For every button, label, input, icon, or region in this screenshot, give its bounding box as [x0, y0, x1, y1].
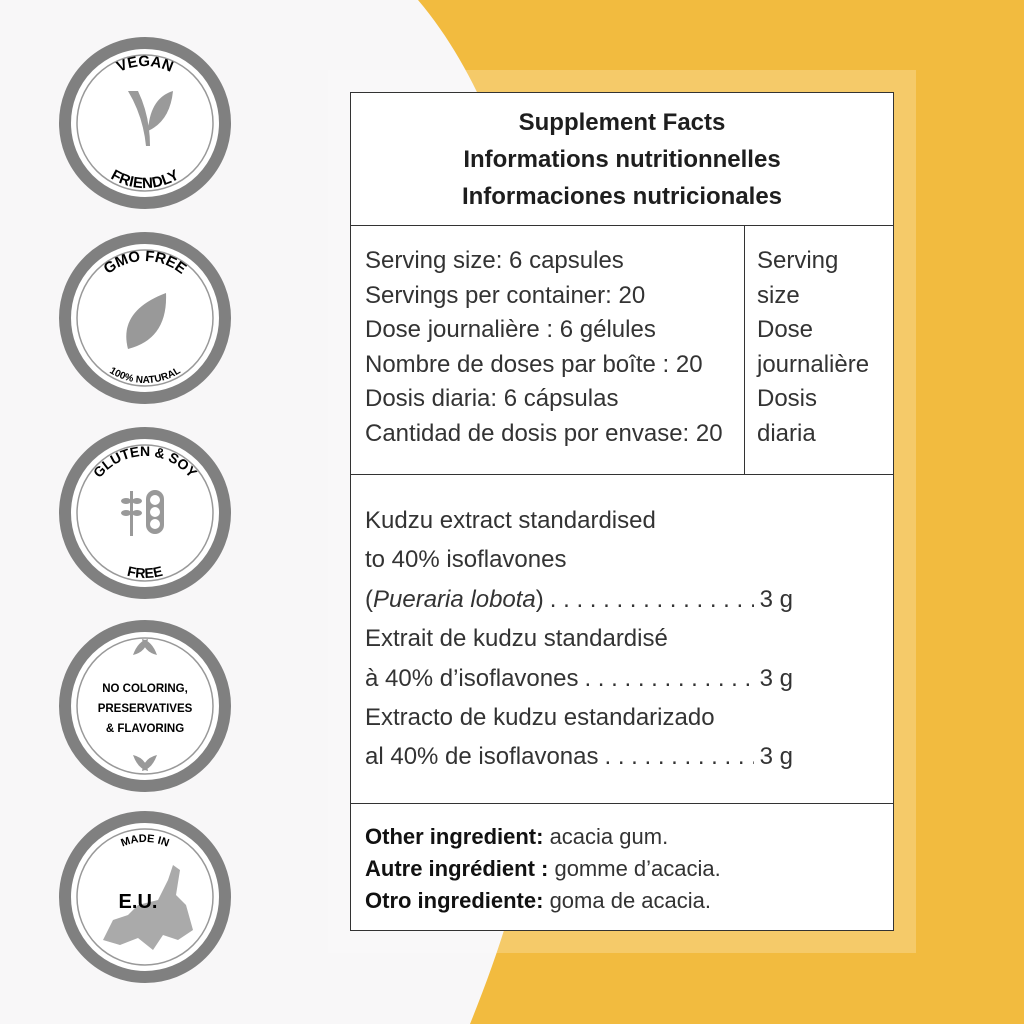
badge-text: & FLAVORING: [106, 723, 184, 735]
made-in-eu-badge: MADE IN E.U.: [59, 811, 231, 983]
title-fr: Informations nutritionnelles: [463, 146, 781, 173]
other-label: Otro ingrediente:: [365, 888, 544, 913]
europe-map-icon: [103, 865, 193, 950]
other-value: gomme d’acacia.: [548, 856, 721, 881]
serving-line: Cantidad de dosis por envase: 20: [365, 419, 723, 447]
supplement-facts-label: Supplement Facts Informations nutritionn…: [350, 92, 894, 931]
ingredient-en: to 40% isoflavones: [365, 546, 567, 574]
badge-text: MADE IN: [119, 833, 170, 850]
other-label: Other ingredient:: [365, 824, 544, 849]
column-header: Dose: [757, 316, 814, 344]
title-en: Supplement Facts: [518, 109, 726, 136]
latin-name: Pueraria lobota: [373, 585, 536, 613]
wheat-soy-icon: [121, 490, 164, 536]
serving-line: Servings per container: 20: [365, 281, 646, 309]
column-header: Dosis: [757, 385, 818, 413]
other-value: goma de acacia.: [543, 888, 711, 913]
serving-line: Dose journalière : 6 gélules: [365, 316, 656, 344]
serving-section: Serving size: 6 capsules Servings per co…: [351, 226, 893, 475]
label-header: Supplement Facts Informations nutritionn…: [351, 93, 893, 226]
title-es: Informaciones nutricionales: [461, 183, 783, 210]
serving-line: Dosis diaria: 6 cápsulas: [365, 385, 619, 413]
no-additives-badge: NO COLORING, PRESERVATIVES & FLAVORING: [59, 620, 231, 792]
badge-text: PRESERVATIVES: [98, 703, 193, 715]
ingredient-fr: Extrait de kudzu standardisé: [365, 625, 668, 653]
amount: 3 g: [759, 664, 793, 692]
vegan-badge: VEGAN FRIENDLY: [59, 37, 231, 209]
leaf-icon: [126, 293, 167, 349]
amount: 3 g: [759, 743, 793, 771]
column-header: diaria: [757, 419, 816, 447]
ingredient-fr: à 40% d’isoflavones: [365, 664, 579, 692]
column-header: journalière: [757, 350, 870, 378]
gluten-soy-free-badge: GLUTEN & SOY FREE: [59, 427, 231, 599]
serving-line: Serving size: 6 capsules: [365, 247, 624, 274]
badge-text: NO COLORING,: [102, 683, 188, 695]
serving-line: Nombre de doses par boîte : 20: [365, 350, 703, 378]
ingredient-es: al 40% de isoflavonas: [365, 743, 599, 771]
other-ingredients: Other ingredient: acacia gum. Autre ingr…: [351, 804, 893, 917]
gmo-free-badge: GMO FREE 100% NATURAL: [59, 232, 231, 404]
column-header: Serving: [757, 247, 839, 274]
badge-text: E.U.: [119, 891, 158, 913]
column-header: size: [757, 281, 800, 309]
v-leaf-icon: [128, 91, 173, 146]
svg-text:VEGAN: VEGAN: [114, 53, 175, 76]
other-value: acacia gum.: [543, 824, 669, 849]
svg-text:MADE IN: MADE IN: [119, 833, 170, 850]
badge-text: VEGAN: [114, 53, 175, 76]
leaves-icon: [133, 639, 157, 771]
ingredient-en: Kudzu extract standardised: [365, 507, 656, 534]
other-label: Autre ingrédient :: [365, 856, 549, 881]
ingredients-section: Kudzu extract standardised to 40% isofla…: [351, 475, 893, 804]
svg-text:FREE: FREE: [126, 563, 164, 581]
amount: 3 g: [759, 585, 793, 613]
badge-text: FREE: [126, 563, 164, 581]
ingredient-es: Extracto de kudzu estandarizado: [365, 704, 715, 732]
